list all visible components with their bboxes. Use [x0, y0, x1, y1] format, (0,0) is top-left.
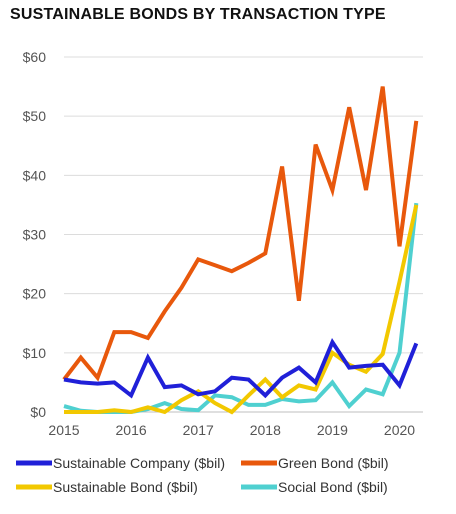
x-tick-label: 2015	[48, 422, 79, 438]
x-tick-label: 2019	[317, 422, 348, 438]
legend-label: Sustainable Bond ($bil)	[53, 479, 198, 495]
x-tick-label: 2016	[116, 422, 147, 438]
y-tick-label: $60	[23, 49, 47, 65]
legend-label: Social Bond ($bil)	[278, 479, 388, 495]
y-tick-label: $20	[23, 286, 47, 302]
series-line-sustainable-bond-bil	[64, 204, 419, 415]
chart-title: SUSTAINABLE BONDS BY TRANSACTION TYPE	[10, 6, 386, 23]
y-tick-label: $30	[23, 227, 47, 243]
y-tick-label: $0	[30, 404, 46, 420]
y-tick-label: $10	[23, 345, 47, 361]
legend-label: Green Bond ($bil)	[278, 455, 389, 471]
series-line-green-bond-bil	[62, 86, 419, 382]
y-tick-label: $50	[23, 108, 47, 124]
series-line-sustainable-company-bil	[63, 337, 419, 399]
x-tick-label: 2018	[250, 422, 281, 438]
x-tick-label: 2020	[384, 422, 415, 438]
legend-label: Sustainable Company ($bil)	[53, 455, 225, 471]
x-tick-label: 2017	[183, 422, 214, 438]
y-tick-label: $40	[23, 167, 47, 183]
